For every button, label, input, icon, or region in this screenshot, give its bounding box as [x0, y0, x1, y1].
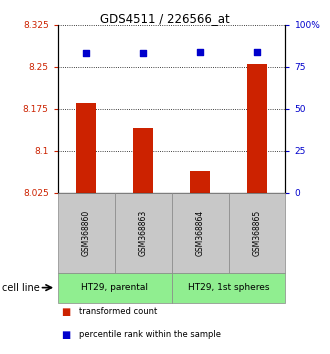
Text: ■: ■	[61, 330, 70, 339]
Bar	[247, 64, 267, 193]
Text: GSM368863: GSM368863	[139, 210, 148, 256]
Text: HT29, parental: HT29, parental	[81, 283, 148, 292]
Text: transformed count: transformed count	[79, 307, 157, 316]
Text: cell line: cell line	[2, 282, 39, 293]
Text: GDS4511 / 226566_at: GDS4511 / 226566_at	[100, 12, 230, 25]
Bar	[190, 171, 210, 193]
Point	[254, 49, 260, 55]
Text: percentile rank within the sample: percentile rank within the sample	[79, 330, 221, 339]
Bar	[133, 129, 153, 193]
Text: GSM368865: GSM368865	[252, 210, 261, 256]
Text: ■: ■	[61, 307, 70, 316]
Text: GSM368860: GSM368860	[82, 210, 91, 256]
Bar	[76, 103, 96, 193]
Point	[141, 51, 146, 56]
Text: HT29, 1st spheres: HT29, 1st spheres	[188, 283, 269, 292]
Text: GSM368864: GSM368864	[196, 210, 205, 256]
Point	[83, 51, 89, 56]
Point	[197, 49, 203, 55]
